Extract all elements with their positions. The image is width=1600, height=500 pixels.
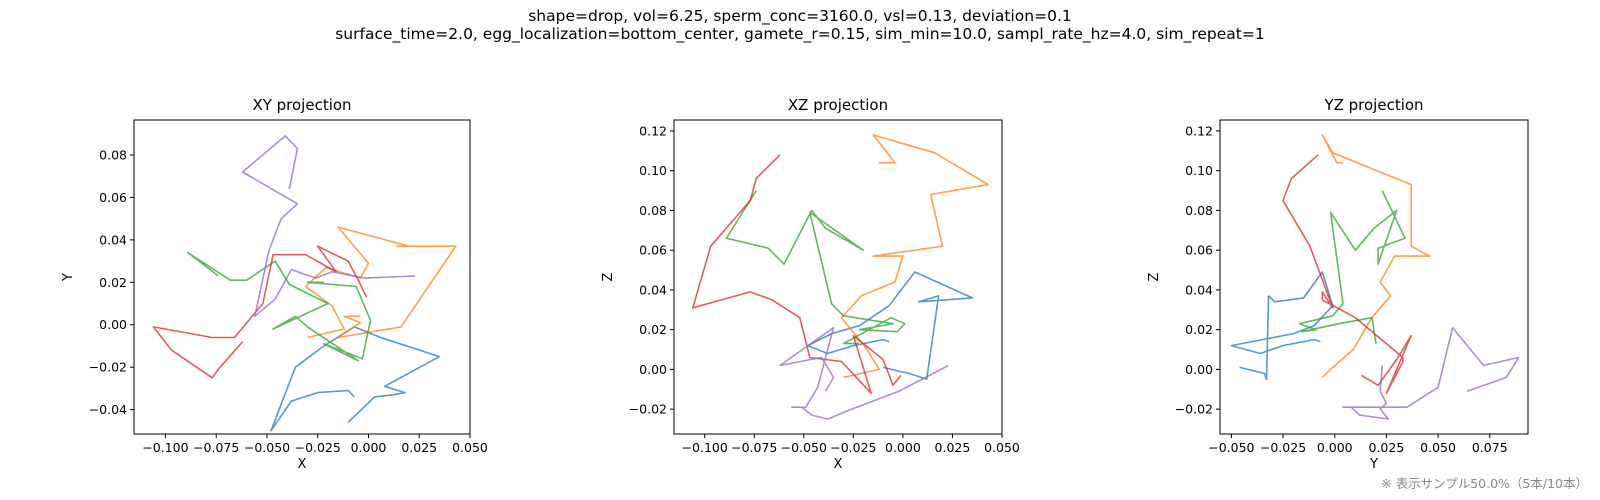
y-tick-label: 0.04 [639,282,667,297]
subplot-2: −0.100 −0.075 −0.050 −0.025 0.000 0.025 0.050 −… [601,96,1020,472]
y-tick-label: 0.02 [639,322,667,337]
y-tick-label: 0.06 [639,243,667,258]
x-tick-label: −0.025 [1260,440,1306,455]
trajectory-line-3 [725,190,906,345]
trajectory-line-1 [1230,271,1334,381]
x-axis-label: X [834,457,843,472]
y-tick-label: 0.12 [639,123,667,138]
y-tick-label: 0.08 [1185,203,1213,218]
x-tick-label: −0.100 [682,440,728,455]
x-tick-label: −0.050 [781,440,827,455]
y-tick-label: 0.04 [1185,282,1213,297]
figure-suptitle-line-2: surface_time=2.0, egg_localization=botto… [335,25,1265,43]
x-tick-label: −0.075 [193,440,239,455]
trajectory-line-3 [1298,190,1406,344]
trajectory-line-4 [1282,154,1412,395]
trajectories [1230,134,1520,420]
x-axis-label: X [298,457,307,472]
trajectories [152,135,457,432]
y-tick-label: 0.04 [99,232,127,247]
trajectory-line-2 [1321,134,1431,378]
x-tick-label: 0.025 [1369,440,1405,455]
x-tick-label: 0.050 [452,440,488,455]
y-tick-label: 0.06 [1185,243,1213,258]
x-tick-label: 0.050 [1420,440,1456,455]
subplot-1: −0.100 −0.075 −0.050 −0.025 0.000 0.025 0.050 −… [61,96,488,472]
x-tick-label: 0.000 [351,440,387,455]
x-tick-label: −0.075 [731,440,777,455]
y-tick-label: 0.08 [99,148,127,163]
trajectory-line-3 [187,251,372,362]
figure-suptitle-line-1: shape=drop, vol=6.25, sperm_conc=3160.0,… [528,7,1072,25]
y-tick-label: 0.00 [99,317,127,332]
y-axis-label: Z [1147,272,1162,281]
x-tick-label: 0.050 [984,440,1020,455]
y-axis-label: Z [601,272,616,281]
x-tick-label: 0.000 [885,440,921,455]
x-tick-label: −0.025 [830,440,876,455]
x-tick-label: −0.050 [1208,440,1254,455]
plot-frame [133,119,471,435]
y-tick-label: 0.02 [99,275,127,290]
y-tick-label: 0.12 [1185,123,1213,138]
y-tick-label: 0.10 [639,163,667,178]
x-tick-label: 0.000 [1317,440,1353,455]
sample-footnote: ※ 表示サンプル50.0%（5本/10本） [1381,476,1588,491]
subplot-3: −0.050 −0.025 0.000 0.025 0.050 0.075 −0.02 0.0… [1147,96,1529,472]
subplot-title: XZ projection [788,96,888,114]
trajectories [691,134,989,420]
y-tick-label: 0.10 [1185,163,1213,178]
plot-frame [1219,119,1529,435]
y-tick-label: −0.02 [89,360,127,375]
y-tick-label: 0.00 [639,362,667,377]
trajectory-line-2 [304,226,457,339]
trajectory-line-1 [270,326,441,432]
subplot-title: YZ projection [1323,96,1423,114]
y-tick-label: −0.02 [629,402,667,417]
trajectory-line-1 [806,271,974,381]
x-tick-label: 0.025 [935,440,971,455]
x-tick-label: −0.025 [295,440,341,455]
y-tick-label: 0.06 [99,190,127,205]
y-tick-label: −0.02 [1175,402,1213,417]
trajectory-line-4 [152,245,368,379]
trajectory-line-4 [691,154,902,395]
trajectory-line-5 [1342,326,1520,420]
x-tick-label: −0.100 [142,440,188,455]
x-tick-label: 0.025 [401,440,437,455]
x-axis-label: Y [1369,457,1378,472]
trajectory-line-2 [840,134,989,379]
x-tick-label: 0.075 [1472,440,1508,455]
trajectory-line-5 [241,135,416,318]
trajectory-line-5 [779,326,949,420]
x-tick-label: −0.050 [244,440,290,455]
plot-frame [673,119,1003,435]
y-tick-label: −0.04 [89,402,127,417]
y-axis-label: Y [61,273,76,282]
subplot-title: XY projection [252,96,351,114]
y-tick-label: 0.00 [1185,362,1213,377]
y-tick-label: 0.02 [1185,322,1213,337]
y-tick-label: 0.08 [639,203,667,218]
